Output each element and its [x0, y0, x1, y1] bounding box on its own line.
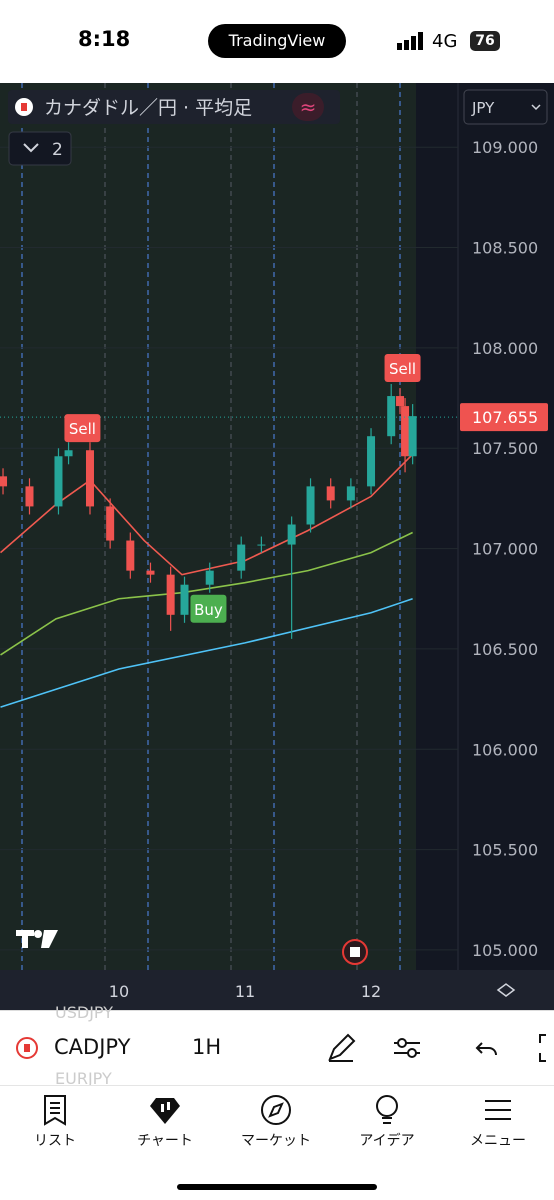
y-tick-label: 108.500: [472, 239, 538, 258]
signal-label: Sell: [69, 420, 96, 438]
candle-body: [401, 406, 410, 457]
toolbar: USDJPY CADJPY 1H EURJPY: [0, 1003, 554, 1088]
indicator-settings-icon[interactable]: [392, 1033, 422, 1063]
candle-body: [205, 570, 214, 585]
candle-body: [287, 524, 296, 545]
currency: JPY: [471, 99, 495, 117]
candle-body: [306, 486, 315, 525]
last-price-tag: [460, 403, 548, 432]
event-flag: [350, 947, 360, 957]
tab-label: リスト: [34, 1133, 76, 1149]
fullscreen-icon[interactable]: [536, 1033, 554, 1063]
y-tick-label: 105.000: [472, 941, 538, 960]
tab[interactable]: マーケット: [226, 1094, 326, 1150]
interval[interactable]: 1H: [192, 1035, 222, 1059]
symbol-title: カナダドル／円 · 平均足: [44, 97, 252, 119]
draw-icon[interactable]: [326, 1033, 356, 1063]
tab[interactable]: メニュー: [448, 1094, 548, 1150]
y-tick-label: 105.500: [472, 841, 538, 860]
candle-body: [54, 456, 63, 507]
moving-average: [0, 531, 413, 656]
signal-marker: [384, 353, 421, 382]
tab-label: アイデア: [359, 1133, 415, 1149]
candle-body: [0, 476, 8, 487]
x-tick-label: 10: [109, 982, 129, 1001]
candle-body: [166, 574, 175, 615]
candle-body: [408, 416, 417, 457]
y-tick-label: 107.000: [472, 540, 538, 559]
candle-body: [367, 436, 376, 487]
chart-panel: 105.000 105.500 106.000 106.500 107.000 107.5…: [0, 83, 554, 1010]
candle-body: [25, 486, 34, 507]
ghost-symbol: EURJPY: [55, 1069, 112, 1088]
signal-icon: [397, 32, 423, 50]
plot: 105.000 105.500 106.000 106.500 107.000 107.5…: [0, 138, 548, 1001]
candle-body: [146, 570, 155, 575]
select-arrow: [531, 104, 541, 111]
app-name: TradingView: [228, 31, 326, 50]
symbol-box: [8, 90, 340, 124]
undo-icon[interactable]: [474, 1035, 500, 1061]
candle-body: [257, 544, 266, 546]
tab[interactable]: チャート: [115, 1094, 215, 1150]
time-axis-bg: [0, 970, 554, 1010]
home-indicator: [177, 1184, 377, 1190]
moving-average: [0, 597, 413, 708]
signal-marker: [64, 414, 101, 443]
candle-body: [64, 450, 73, 457]
candle-body: [387, 396, 396, 437]
y-tick-label: 109.000: [472, 138, 538, 157]
clock: 8:18: [78, 27, 131, 51]
app-pill: TradingView: [208, 24, 346, 58]
signal-label: Buy: [194, 601, 223, 619]
network: 4G: [432, 31, 458, 52]
candle-body: [326, 486, 335, 501]
indicator-badge: [292, 93, 324, 121]
candle-body: [396, 396, 405, 407]
session-bg: [0, 83, 416, 970]
currency-select[interactable]: [463, 89, 548, 125]
flag: [16, 1037, 38, 1059]
symbol[interactable]: CADJPY: [54, 1035, 131, 1059]
moving-average: [0, 453, 414, 576]
chevron: [23, 143, 39, 153]
price-axis-bg: [458, 83, 554, 970]
last-price-label: 107.655: [472, 408, 538, 427]
tab[interactable]: アイデア: [337, 1094, 437, 1150]
tab-label: チャート: [137, 1133, 193, 1149]
day-lines: [104, 83, 358, 970]
settings-icon[interactable]: [496, 983, 516, 997]
signal-marker: [190, 594, 227, 623]
indicator-toggle[interactable]: [8, 131, 72, 166]
tab-label: メニュー: [470, 1133, 526, 1149]
signal-label: Sell: [389, 360, 416, 378]
indicator-count: 2: [52, 140, 63, 160]
y-tick-label: 107.500: [472, 439, 538, 458]
x-tick-label: 12: [361, 982, 381, 1001]
y-tick-label: 106.000: [472, 740, 538, 759]
tv-logo: [16, 930, 58, 948]
candle-body: [106, 506, 115, 541]
y-tick-label: 106.500: [472, 640, 538, 659]
flag-leaf: [21, 103, 27, 111]
tab[interactable]: リスト: [5, 1094, 105, 1150]
tab-label: マーケット: [241, 1133, 311, 1149]
session-lines: [21, 83, 401, 970]
candle-body: [180, 584, 189, 615]
candle-body: [126, 540, 135, 571]
chart: 105.000 105.500 106.000 106.500 107.000 107.5…: [0, 83, 554, 1010]
x-tick-label: 11: [235, 982, 255, 1001]
indicator-icon: ≈: [300, 95, 317, 119]
ghost-symbol: USDJPY: [55, 1003, 113, 1022]
candle-body: [346, 486, 355, 501]
candle-body: [237, 544, 246, 571]
candle-body: [85, 450, 94, 507]
y-tick-label: 108.000: [472, 339, 538, 358]
status-bar: 8:18 TradingView 4G 76: [0, 0, 554, 83]
tab-bar: リスト チャート マーケット アイデア メニュー: [0, 1085, 554, 1200]
battery: 76: [470, 31, 500, 51]
